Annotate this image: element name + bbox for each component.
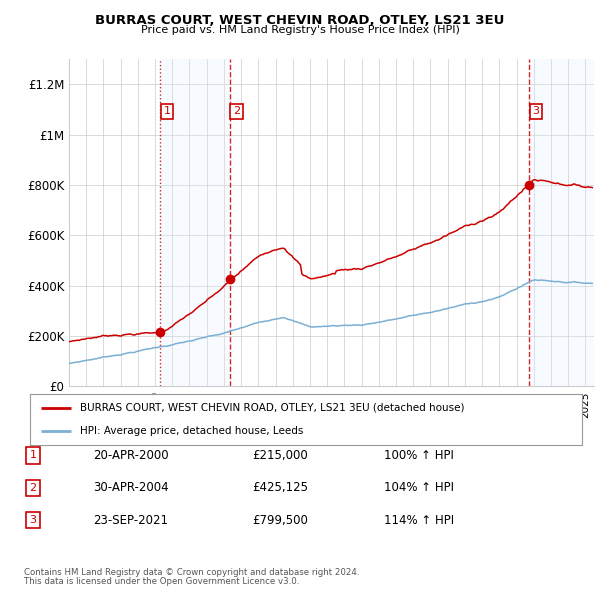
Text: £425,125: £425,125: [252, 481, 308, 494]
Text: Contains HM Land Registry data © Crown copyright and database right 2024.: Contains HM Land Registry data © Crown c…: [24, 568, 359, 577]
Text: 3: 3: [533, 106, 539, 116]
Text: BURRAS COURT, WEST CHEVIN ROAD, OTLEY, LS21 3EU: BURRAS COURT, WEST CHEVIN ROAD, OTLEY, L…: [95, 14, 505, 27]
Text: 23-SEP-2021: 23-SEP-2021: [93, 514, 168, 527]
Text: 1: 1: [29, 451, 37, 460]
Text: 20-APR-2000: 20-APR-2000: [93, 449, 169, 462]
Text: 3: 3: [29, 516, 37, 525]
Text: Price paid vs. HM Land Registry's House Price Index (HPI): Price paid vs. HM Land Registry's House …: [140, 25, 460, 35]
Text: 100% ↑ HPI: 100% ↑ HPI: [384, 449, 454, 462]
Text: 30-APR-2004: 30-APR-2004: [93, 481, 169, 494]
Text: HPI: Average price, detached house, Leeds: HPI: Average price, detached house, Leed…: [80, 427, 303, 437]
Text: £799,500: £799,500: [252, 514, 308, 527]
Bar: [160, 59, 230, 386]
Bar: [529, 59, 594, 386]
Text: This data is licensed under the Open Government Licence v3.0.: This data is licensed under the Open Gov…: [24, 577, 299, 586]
Text: £215,000: £215,000: [252, 449, 308, 462]
Text: 114% ↑ HPI: 114% ↑ HPI: [384, 514, 454, 527]
Text: 2: 2: [29, 483, 37, 493]
Text: 2: 2: [233, 106, 240, 116]
Text: 1: 1: [164, 106, 170, 116]
Text: BURRAS COURT, WEST CHEVIN ROAD, OTLEY, LS21 3EU (detached house): BURRAS COURT, WEST CHEVIN ROAD, OTLEY, L…: [80, 402, 464, 412]
Text: 104% ↑ HPI: 104% ↑ HPI: [384, 481, 454, 494]
